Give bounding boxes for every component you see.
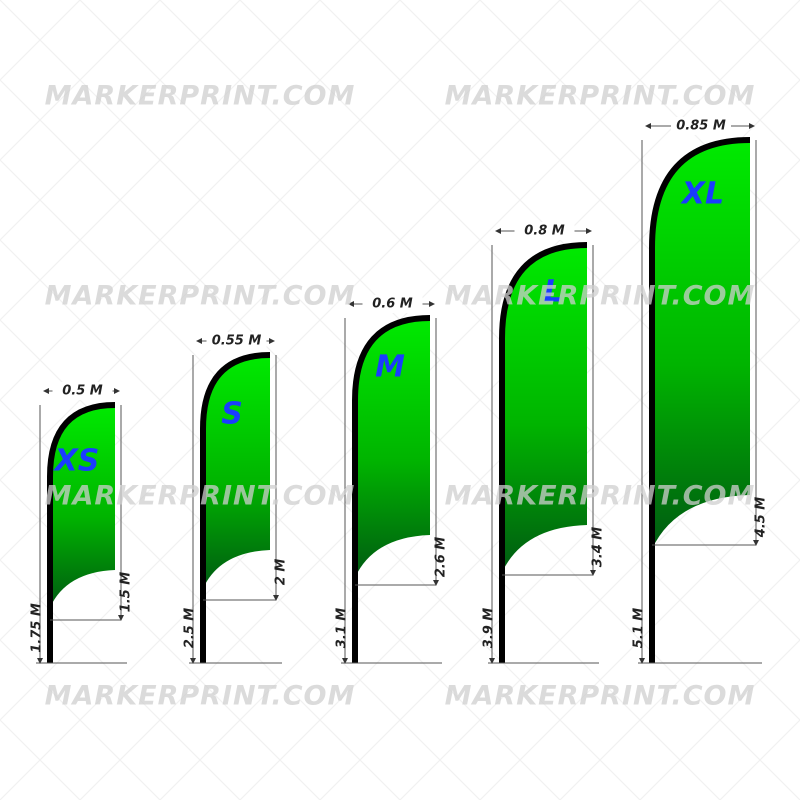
width-label: 0.55 M bbox=[212, 334, 262, 349]
total-height-label: 1.75 M bbox=[30, 603, 45, 653]
flag-body bbox=[355, 318, 430, 578]
total-height-label: 2.5 M bbox=[183, 608, 198, 649]
dim-label-bg bbox=[206, 332, 267, 350]
flag-body bbox=[203, 355, 270, 589]
flag-body bbox=[50, 405, 115, 608]
flag-height-label: 2 M bbox=[274, 559, 289, 586]
flag-height-label: 1.5 M bbox=[119, 572, 134, 613]
flag-height-label: 4.5 M bbox=[754, 497, 769, 539]
dim-label-bg bbox=[52, 382, 113, 400]
total-height-label: 3.9 M bbox=[482, 608, 497, 649]
watermark: MARKERPRINT.COM bbox=[45, 481, 356, 512]
width-label: 0.8 M bbox=[524, 224, 565, 239]
watermark: MARKERPRINT.COM bbox=[45, 81, 356, 112]
size-label: S bbox=[221, 397, 243, 432]
flag-height-label: 3.4 M bbox=[591, 527, 606, 568]
size-label: M bbox=[375, 350, 405, 385]
width-label: 0.5 M bbox=[62, 384, 103, 399]
watermark: MARKERPRINT.COM bbox=[45, 281, 356, 312]
size-label: XL bbox=[680, 177, 724, 212]
flag-pole bbox=[352, 315, 431, 663]
watermark: MARKERPRINT.COM bbox=[445, 81, 756, 112]
flag-body bbox=[502, 245, 587, 573]
flag-height-label: 2.6 M bbox=[434, 537, 449, 578]
width-label: 0.6 M bbox=[372, 297, 413, 312]
dim-label-bg bbox=[514, 222, 575, 240]
total-height-label: 5.1 M bbox=[632, 608, 647, 649]
watermark: MARKERPRINT.COM bbox=[445, 481, 756, 512]
flag-pole bbox=[200, 352, 271, 663]
dim-label-bg bbox=[671, 117, 731, 135]
total-height-label: 3.1 M bbox=[335, 608, 350, 649]
watermark: MARKERPRINT.COM bbox=[445, 681, 756, 712]
size-label: L bbox=[543, 275, 562, 310]
watermark: MARKERPRINT.COM bbox=[445, 281, 756, 312]
dim-label-bg bbox=[362, 295, 423, 313]
size-label: XS bbox=[53, 444, 100, 479]
flag-pole bbox=[47, 402, 116, 663]
flag-pole bbox=[499, 242, 588, 663]
width-label: 0.85 M bbox=[676, 119, 726, 134]
watermark: MARKERPRINT.COM bbox=[45, 681, 356, 712]
flag-body bbox=[652, 140, 750, 549]
flag-pole bbox=[649, 137, 751, 663]
